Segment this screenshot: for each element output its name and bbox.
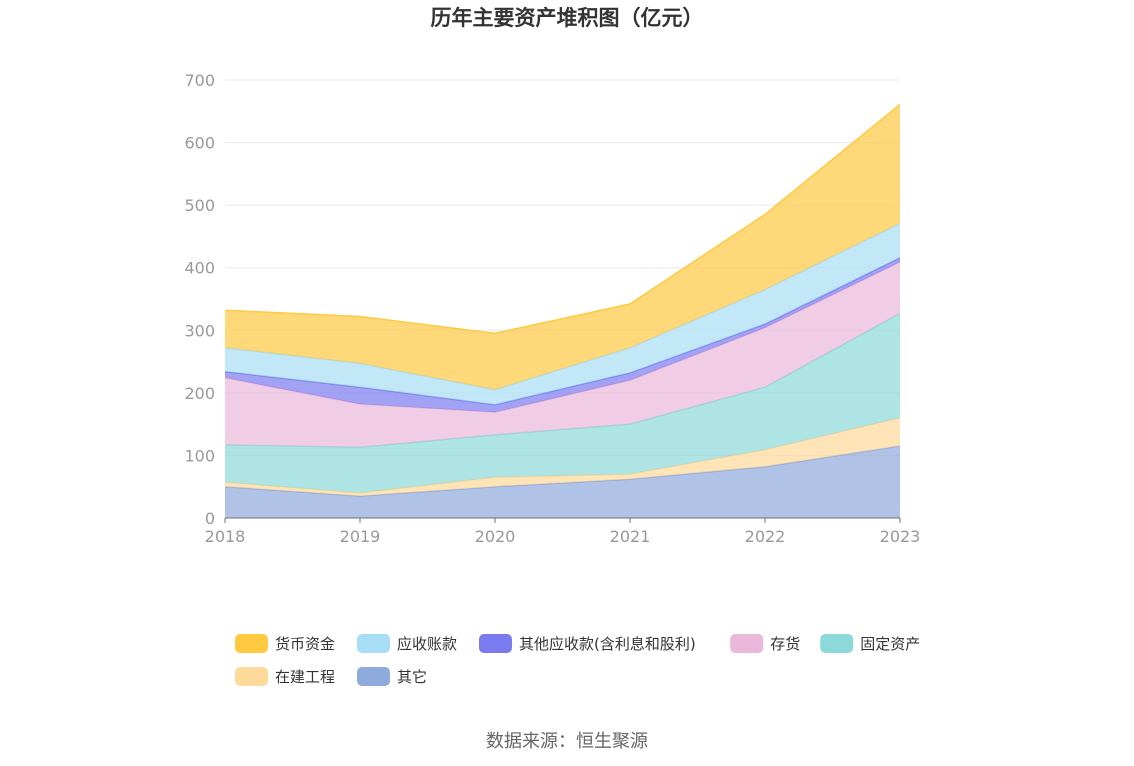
x-tick-label: 2020 (475, 527, 516, 546)
y-tick-label: 400 (184, 259, 215, 278)
chart-title: 历年主要资产堆积图（亿元） (431, 6, 704, 30)
legend-label[interactable]: 存货 (770, 635, 800, 653)
y-tick-label: 100 (184, 446, 215, 465)
legend-label[interactable]: 其他应收款(含利息和股利) (519, 635, 696, 653)
y-tick-label: 0 (205, 509, 215, 528)
x-tick-label: 2021 (610, 527, 651, 546)
area-series-line-6 (224, 103, 901, 335)
area-series-2 (225, 313, 900, 493)
legend-label[interactable]: 在建工程 (275, 668, 335, 686)
legend-label[interactable]: 固定资产 (860, 635, 920, 653)
axes: 0 100 200 300 400 500 600 700 2018 2019 2020 2021 20… (184, 71, 920, 546)
area-series-6 (225, 104, 900, 390)
data-source: 数据来源：恒生聚源 (486, 731, 648, 752)
legend-label[interactable]: 应收账款 (397, 635, 457, 653)
x-tick-label: 2018 (205, 527, 246, 546)
legend-swatch (730, 634, 764, 653)
legend-swatch (235, 667, 268, 686)
y-tick-label: 700 (184, 71, 215, 90)
x-tick-label: 2022 (745, 527, 786, 546)
y-tick-label: 600 (184, 134, 215, 153)
legend-swatch (357, 634, 390, 653)
legend-swatch (820, 634, 854, 653)
legend-swatch (357, 667, 390, 686)
x-tick-label: 2023 (880, 527, 921, 546)
legend-swatch (235, 634, 268, 653)
x-tick-label: 2019 (340, 527, 381, 546)
legend-swatch (479, 634, 512, 653)
area-series-3 (225, 262, 900, 448)
area-series-0 (225, 446, 900, 518)
y-tick-label: 200 (184, 384, 215, 403)
area-series-5 (225, 223, 900, 405)
y-tick-label: 300 (184, 321, 215, 340)
legend-label[interactable]: 其它 (397, 668, 427, 686)
y-tick-label: 500 (184, 196, 215, 215)
legend-label[interactable]: 货币资金 (275, 635, 335, 653)
area-series (224, 103, 901, 518)
